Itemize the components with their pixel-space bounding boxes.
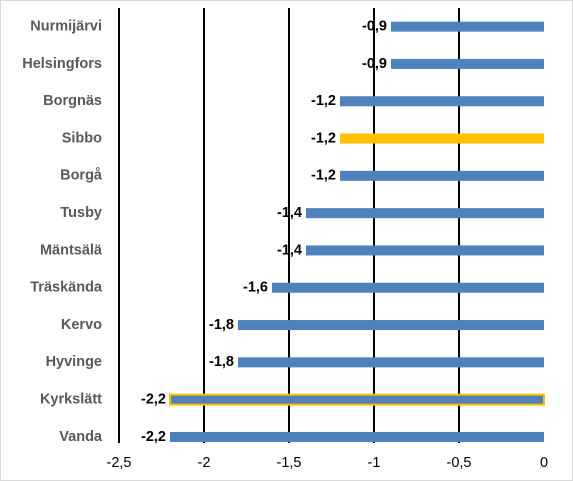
data-label: -1,8 bbox=[209, 354, 234, 370]
x-axis-tick-labels: -2,5 -2 -1,5 -1 -0,5 0 bbox=[107, 455, 549, 471]
x-tick-label: -1,5 bbox=[277, 455, 302, 471]
data-label: -2,2 bbox=[141, 391, 166, 407]
bar bbox=[340, 170, 544, 181]
bar bbox=[238, 320, 544, 331]
data-label: -1,2 bbox=[311, 168, 336, 184]
data-label: -1,8 bbox=[209, 317, 234, 333]
data-labels: -0,9 -0,9 -1,2 -1,2 -1,2 -1,4 -1,4 -1,6 -1,8 -1,8… bbox=[141, 18, 387, 444]
gridlines bbox=[118, 8, 460, 443]
bar bbox=[306, 245, 544, 256]
data-label: -0,9 bbox=[362, 56, 387, 72]
x-tick-label: 0 bbox=[540, 455, 548, 471]
x-tick-label: -0,5 bbox=[447, 455, 472, 471]
category-label: Kervo bbox=[61, 317, 102, 333]
bar bbox=[170, 431, 544, 442]
x-tick-label: -1 bbox=[368, 455, 381, 471]
category-label: Tusby bbox=[60, 205, 102, 221]
bar bbox=[306, 208, 544, 219]
data-label: -1,4 bbox=[277, 242, 302, 258]
category-labels: Nurmijärvi Helsingfors Borgnäs Sibbo Borgå Tu… bbox=[22, 18, 103, 444]
x-tick-label: -2 bbox=[198, 455, 211, 471]
data-label: -1,2 bbox=[311, 130, 336, 146]
category-label: Hyvinge bbox=[46, 354, 102, 370]
data-label: -1,6 bbox=[243, 280, 268, 296]
category-label: Kyrkslätt bbox=[40, 391, 102, 407]
category-label: Sibbo bbox=[62, 130, 102, 146]
category-label: Helsingfors bbox=[22, 56, 102, 72]
bar bbox=[340, 96, 544, 107]
data-label: -0,9 bbox=[362, 18, 387, 34]
bar bbox=[169, 393, 545, 406]
bar bbox=[340, 133, 544, 144]
bar bbox=[238, 357, 544, 368]
data-label: -1,2 bbox=[311, 93, 336, 109]
category-label: Nurmijärvi bbox=[30, 18, 102, 34]
category-label: Borgå bbox=[60, 168, 103, 184]
bar bbox=[391, 58, 544, 69]
category-label: Vanda bbox=[59, 429, 103, 445]
bar bbox=[272, 282, 544, 293]
category-label: Mäntsälä bbox=[40, 242, 103, 258]
bar bbox=[391, 21, 544, 32]
category-label: Träskända bbox=[30, 280, 103, 296]
data-label: -1,4 bbox=[277, 205, 302, 221]
data-label: -2,2 bbox=[141, 429, 166, 445]
bars bbox=[169, 21, 545, 442]
category-label: Borgnäs bbox=[43, 93, 102, 109]
x-tick-label: -2,5 bbox=[107, 455, 132, 471]
